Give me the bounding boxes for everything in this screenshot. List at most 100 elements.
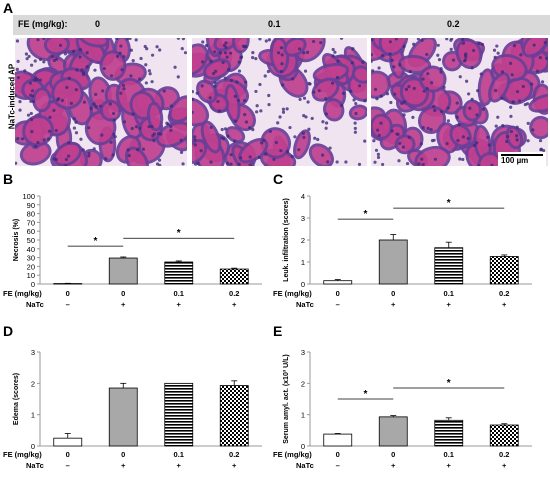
natc-value: –: [66, 300, 70, 309]
chart-e: E 0 1 2 3 Serum amyl. act. (x10³ U/L) * * FE (mg…: [273, 323, 532, 470]
dose-label-0: 0: [95, 19, 101, 29]
dose-label-1: 0.1: [268, 19, 281, 29]
panel-letter: C: [273, 172, 283, 187]
y-tick-label: 0: [301, 442, 305, 451]
category-label: 0: [121, 450, 125, 459]
fe-row-label: FE (mg/kg): [273, 289, 312, 298]
panel-letter: D: [3, 323, 13, 339]
significance-star: *: [94, 236, 98, 247]
natc-value: +: [391, 300, 396, 309]
bar: [323, 433, 353, 447]
y-tick-label: 100: [22, 192, 35, 201]
dose-label-2: 0.2: [447, 19, 460, 29]
panel-a-letter: A: [3, 0, 14, 16]
y-tick-label: 20: [27, 262, 35, 271]
category-label: 0: [391, 289, 395, 298]
category-label: 0: [66, 289, 70, 298]
y-tick-label: 2: [301, 379, 305, 388]
y-tick-label: 0: [31, 442, 35, 451]
fe-row-label: FE (mg/kg): [3, 289, 42, 298]
histology-cells-0: [15, 38, 187, 166]
natc-value: +: [502, 461, 507, 470]
significance-star: *: [447, 378, 451, 389]
natc-row-label: NaTc: [296, 461, 314, 470]
bar: [53, 437, 83, 447]
category-label: 0.1: [174, 450, 184, 459]
bar: [378, 239, 408, 285]
bar: [219, 385, 249, 447]
natc-row-label: NaTc: [26, 300, 44, 309]
y-tick-label: 0: [301, 280, 305, 289]
histology-cells-2: [371, 38, 548, 166]
y-tick-label: 3: [31, 348, 35, 357]
category-label: 0.2: [229, 289, 239, 298]
histology-images: [15, 38, 548, 166]
category-label: 0: [336, 289, 340, 298]
bar: [108, 387, 138, 447]
y-tick-label: 60: [27, 227, 35, 236]
y-axis-label: Edema (scores): [13, 373, 20, 425]
fe-row-label: FE (mg/kg): [3, 450, 42, 459]
natc-value: +: [232, 300, 237, 309]
natc-value: +: [447, 461, 452, 470]
natc-value: +: [177, 461, 182, 470]
fe-row-label: FE (mg/kg): [273, 450, 312, 459]
chart-d: D 0 1 2 3 Edema (scores) FE (mg/kg) NaTc 0 – 0 +0.1…: [3, 323, 262, 470]
y-tick-label: 0: [31, 280, 35, 289]
natc-value: –: [66, 461, 70, 470]
dose-header-label: FE (mg/kg):: [18, 19, 68, 29]
y-axis-label: Leuk. infiltration (scores): [283, 198, 290, 282]
y-tick-label: 2: [31, 379, 35, 388]
natc-value: –: [336, 300, 340, 309]
natc-value: –: [336, 461, 340, 470]
bar: [323, 280, 353, 285]
bar: [434, 247, 464, 285]
natc-row-label: NaTc: [26, 461, 44, 470]
significance-star: *: [364, 209, 368, 220]
y-tick-label: 3: [301, 348, 305, 357]
bar: [164, 382, 194, 447]
bar: [219, 268, 249, 285]
y-tick-label: 40: [27, 245, 35, 254]
natc-value: +: [121, 461, 126, 470]
significance-star: *: [364, 389, 368, 400]
y-tick-label: 50: [27, 236, 35, 245]
scale-bar-line: [501, 154, 543, 156]
bar: [164, 261, 194, 285]
category-label: 0.1: [444, 289, 454, 298]
category-label: 0: [121, 289, 125, 298]
scale-bar-label: 100 µm: [501, 156, 529, 165]
category-label: 0: [391, 450, 395, 459]
bar: [434, 419, 464, 447]
natc-value: +: [502, 300, 507, 309]
significance-star: *: [177, 228, 181, 239]
natc-value: +: [232, 461, 237, 470]
category-label: 0: [336, 450, 340, 459]
natc-row-label: NaTc: [296, 300, 314, 309]
y-tick-label: 2: [301, 236, 305, 245]
bar: [489, 256, 519, 285]
dose-header-bar: FE (mg/kg): 0 0.1 0.2: [13, 15, 550, 35]
y-tick-label: 30: [27, 254, 35, 263]
natc-value: +: [121, 300, 126, 309]
category-label: 0.1: [174, 289, 184, 298]
y-tick-label: 3: [301, 214, 305, 223]
panel-letter: B: [3, 172, 13, 187]
panel-letter: E: [273, 323, 282, 339]
bar: [108, 257, 138, 285]
y-tick-label: 4: [301, 192, 305, 201]
y-tick-label: 1: [301, 258, 305, 267]
y-tick-label: 90: [27, 201, 35, 210]
y-tick-label: 70: [27, 218, 35, 227]
natc-value: +: [447, 300, 452, 309]
chart-c: C 0 1 2 3 4 Leuk. infiltration (scores) * * FE (m…: [273, 172, 532, 309]
y-axis-label: Serum amyl. act. (x10³ U/L): [283, 354, 290, 443]
y-tick-label: 1: [31, 411, 35, 420]
category-label: 0.2: [499, 289, 509, 298]
scale-bar: 100 µm: [498, 152, 546, 166]
bar: [489, 424, 519, 447]
y-tick-label: 1: [301, 411, 305, 420]
